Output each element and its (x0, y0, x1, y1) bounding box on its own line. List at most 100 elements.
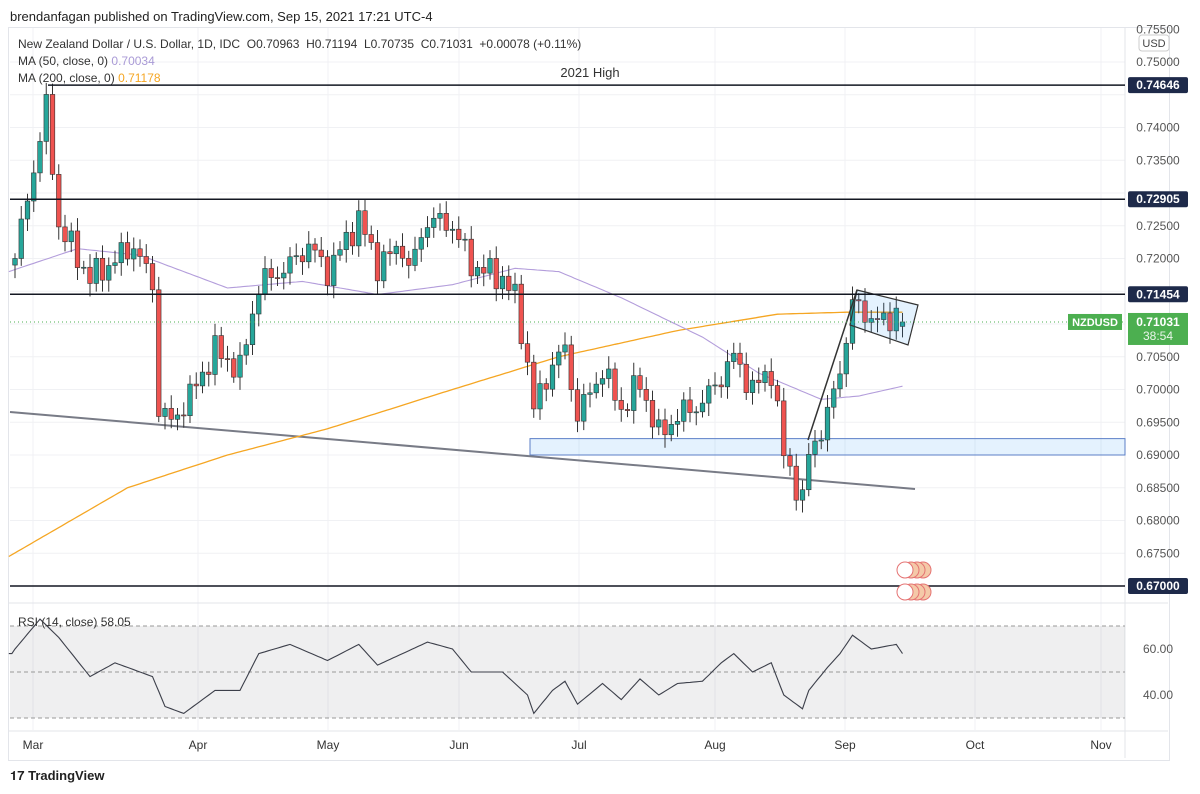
candle-body (224, 358, 231, 360)
publish-info: brendanfagan published on TradingView.co… (10, 9, 433, 24)
candle-body (562, 344, 568, 353)
candle-body (787, 455, 793, 467)
level-label-bg (1128, 77, 1188, 94)
candle-body (324, 256, 331, 286)
candle-body (212, 335, 218, 375)
candle-body (893, 307, 899, 332)
x-tick-label: Mar (23, 738, 44, 752)
candle-body (87, 266, 93, 284)
tradingview-logo[interactable]: 𝟏𝟕 TradingView (10, 768, 105, 783)
candle-body (368, 234, 374, 243)
candle-body (462, 238, 468, 241)
candle-body (112, 262, 118, 266)
rsi-tick-label: 60.00 (1143, 642, 1173, 656)
candle-body (199, 371, 206, 387)
x-tick-label: Oct (966, 738, 985, 752)
candle-body (749, 379, 756, 393)
ma50-value: 0.70034 (111, 54, 155, 68)
flag-nz-icon (896, 583, 914, 601)
candle-body (312, 243, 318, 251)
candle-body (774, 385, 781, 402)
candle-body (381, 251, 387, 282)
candle-body (56, 174, 62, 228)
ma200-line (8, 311, 903, 558)
candle-body (856, 299, 862, 302)
chart-legend: New Zealand Dollar / U.S. Dollar, 1D, ID… (18, 36, 581, 87)
candle-body (756, 379, 762, 383)
candle-body (649, 400, 656, 428)
candle-body (412, 248, 418, 266)
candle-body (449, 228, 456, 231)
y-tick-label: 0.75000 (1136, 55, 1180, 69)
flag-us-icon (896, 561, 914, 579)
last-price-label-bg (1128, 312, 1188, 345)
symbol-tag-bg (1068, 313, 1122, 330)
candle-body (743, 363, 749, 393)
candle-body (93, 257, 99, 284)
y-tick-label: 0.70500 (1136, 350, 1180, 364)
candle-body (274, 277, 281, 279)
trendline (9, 411, 916, 490)
candle-body (506, 275, 512, 291)
candle-body (656, 419, 662, 428)
candle-body (149, 263, 156, 291)
candle-body (118, 242, 124, 264)
candle-body (49, 94, 56, 175)
candle-body (806, 454, 812, 491)
y-tick-label: 0.73500 (1136, 153, 1180, 167)
candle-body (431, 217, 437, 228)
candle-body (18, 218, 24, 259)
candle-body (237, 354, 243, 378)
candle-body (818, 439, 824, 442)
candle-body (668, 424, 674, 436)
candle-body (24, 200, 31, 220)
ohlc-high: H0.71194 (306, 37, 358, 51)
candle-body (543, 383, 549, 390)
candle-body (124, 242, 131, 260)
y-tick-label: 0.67500 (1136, 546, 1180, 560)
level-label-bg (1128, 578, 1188, 594)
candle-body (531, 361, 537, 410)
ohlc-low: L0.70735 (363, 37, 415, 51)
candle-body (287, 256, 293, 274)
candle-body (206, 371, 212, 375)
y-tick-label: 0.70000 (1136, 383, 1180, 397)
candle-body (824, 406, 831, 441)
candle-body (687, 399, 693, 413)
candle-body (331, 254, 337, 286)
candle-body (606, 368, 612, 379)
candle-body (306, 243, 312, 263)
y-tick-label: 0.69500 (1136, 415, 1180, 429)
y-tick-label: 0.75500 (1136, 22, 1180, 36)
candle-body (68, 230, 74, 243)
candle-body (12, 258, 18, 266)
candle-body (249, 313, 256, 345)
candle-body (793, 465, 799, 501)
level-label: 0.71454 (1136, 287, 1180, 301)
candle-body (31, 172, 37, 202)
candle-body (162, 408, 168, 417)
candle-body (812, 440, 818, 455)
candle-body (62, 226, 68, 243)
candle-body (724, 361, 731, 388)
currency-label: USD (1142, 38, 1165, 50)
candle-body (643, 389, 649, 401)
candle-body (574, 389, 581, 422)
flag-pattern (849, 289, 919, 346)
candle-body (374, 242, 381, 282)
currency-box (1138, 34, 1170, 52)
candle-body (349, 231, 356, 247)
y-tick-label: 0.72500 (1136, 219, 1180, 233)
candle-body (768, 371, 774, 386)
candle-body (762, 371, 768, 383)
candle-body (43, 94, 49, 142)
candle-body (424, 227, 431, 238)
rsi-label: RSI (14, close) 58.05 (18, 615, 131, 629)
candle-body (187, 383, 193, 417)
x-tick-label: Nov (1090, 738, 1111, 752)
candle-body (268, 268, 274, 278)
ma50-label[interactable]: MA (50, close, 0) (18, 54, 109, 68)
ma200-label[interactable]: MA (200, close, 0) (18, 71, 115, 85)
candle-body (706, 385, 712, 404)
